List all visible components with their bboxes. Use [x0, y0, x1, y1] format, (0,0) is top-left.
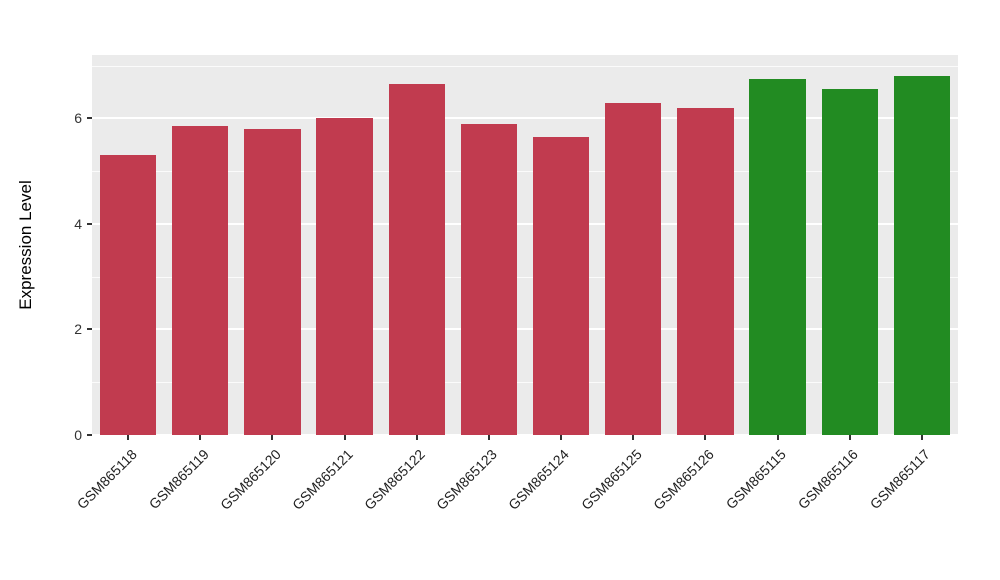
x-tick-label: GSM865116: [794, 446, 862, 513]
x-tick-label: GSM865118: [73, 446, 140, 513]
x-tick-label: GSM865119: [145, 446, 212, 513]
x-tick-mark: [487, 435, 490, 440]
bar-GSM865126: [677, 107, 734, 435]
x-tick-label: GSM865117: [867, 446, 934, 513]
x-tick-mark: [560, 435, 563, 440]
bar-GSM865121: [316, 118, 373, 435]
bar-GSM865122: [388, 84, 445, 435]
x-tick-label: GSM865124: [505, 446, 573, 513]
gridline-major: [92, 222, 958, 225]
x-tick-label: GSM865125: [577, 446, 645, 513]
gridline-minor: [92, 382, 958, 384]
bar-GSM865123: [460, 123, 518, 435]
x-tick-mark: [632, 435, 635, 440]
gridline-major: [92, 117, 958, 120]
x-tick-label: GSM865120: [216, 446, 284, 513]
x-tick-label: GSM865123: [433, 446, 501, 513]
bar-GSM865117: [893, 76, 951, 435]
bar-GSM865116: [821, 89, 878, 435]
x-tick-mark: [920, 435, 923, 440]
gridline-minor: [92, 171, 958, 173]
x-tick-mark: [704, 435, 707, 440]
y-tick-label: 0: [74, 427, 82, 443]
x-tick-label: GSM865126: [649, 446, 717, 513]
x-tick-mark: [776, 435, 779, 440]
x-tick-label: GSM865121: [289, 446, 356, 513]
x-tick-label: GSM865115: [722, 446, 789, 513]
x-tick-mark: [415, 435, 418, 440]
bar-GSM865118: [99, 155, 157, 435]
y-tick-label: 2: [74, 321, 82, 338]
x-tick-mark: [199, 435, 202, 440]
x-tick-mark: [127, 435, 130, 440]
bar-GSM865119: [172, 126, 229, 435]
plot-panel: [92, 55, 958, 435]
x-tick-mark: [343, 435, 346, 440]
gridline-minor: [92, 65, 958, 67]
y-tick-label: 4: [74, 215, 82, 232]
gridline-major: [92, 328, 958, 331]
bar-GSM865115: [749, 78, 806, 435]
bar-GSM865124: [532, 136, 590, 435]
x-tick-mark: [271, 435, 274, 440]
x-tick-label: GSM865122: [361, 446, 429, 513]
bar-GSM865125: [605, 102, 662, 435]
x-tick-mark: [848, 435, 851, 440]
x-axis: GSM865118 GSM865119 GSM865120 GSM865121 GSM8…: [73, 435, 958, 580]
gridline-major: [92, 434, 958, 435]
y-axis-title: Expression Level: [16, 180, 35, 310]
bar-GSM865120: [244, 128, 301, 435]
y-tick-label: 6: [74, 110, 82, 127]
gridline-minor: [92, 276, 958, 278]
